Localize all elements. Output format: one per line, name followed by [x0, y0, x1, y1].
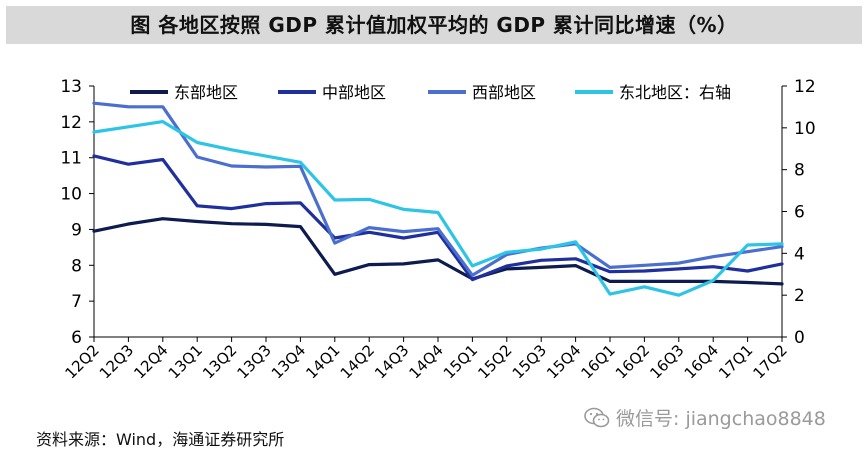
x-tick-label: 16Q3: [646, 341, 687, 382]
x-tick-label: 13Q2: [199, 341, 240, 382]
legend-label-3: 西部地区: [472, 83, 536, 102]
watermark-text: 微信号: jiangchao8848: [616, 408, 826, 430]
x-tick-label: 17Q2: [750, 341, 791, 382]
x-tick-label: 14Q1: [302, 341, 343, 382]
x-tick-label: 14Q4: [406, 341, 447, 382]
y-right-tick-label: 12: [794, 77, 816, 97]
y-right-tick-label: 6: [794, 203, 805, 223]
x-tick-label: 16Q2: [612, 341, 653, 382]
x-tick-label: 13Q1: [165, 341, 206, 382]
y-right-tick-label: 0: [794, 328, 805, 348]
x-tick-label: 12Q3: [96, 341, 137, 382]
y-left-tick-label: 10: [60, 185, 82, 205]
legend-label-2: 中部地区: [322, 83, 386, 102]
x-tick-label: 17Q1: [715, 341, 756, 382]
y-left-tick-label: 8: [71, 256, 82, 276]
x-tick-label: 15Q4: [543, 341, 584, 382]
x-tick-label: 16Q4: [681, 341, 722, 382]
x-tick-label: 15Q2: [474, 341, 515, 382]
x-tick-label: 16Q1: [578, 341, 619, 382]
y-right-tick-label: 8: [794, 161, 805, 181]
x-tick-label: 13Q4: [268, 341, 309, 382]
x-tick-label: 15Q3: [509, 341, 550, 382]
y-left-tick-label: 6: [71, 328, 82, 348]
series-line-2: [92, 154, 784, 282]
legend-label-4: 东北地区：右轴: [619, 83, 731, 102]
wechat-icon: [584, 407, 610, 427]
y-left-tick-label: 13: [60, 77, 82, 97]
y-right-tick-label: 4: [794, 244, 805, 264]
title-bar: 图 各地区按照 GDP 累计值加权平均的 GDP 累计同比增速（%）: [6, 6, 862, 44]
series-lines: [92, 101, 784, 297]
series-line-4: [92, 119, 784, 297]
y-right-tick-label: 2: [794, 286, 805, 306]
legend: 东部地区 中部地区 西部地区 东北地区：右轴: [130, 83, 731, 102]
y-left-tick-label: 9: [71, 220, 82, 240]
series-line-3: [92, 101, 784, 277]
x-tick-label: 14Q3: [371, 341, 412, 382]
x-tick-label: 12Q2: [62, 341, 103, 382]
chart-title: 图 各地区按照 GDP 累计值加权平均的 GDP 累计同比增速（%）: [130, 13, 738, 37]
y-left-tick-label: 11: [60, 149, 82, 169]
series-line-1: [92, 217, 784, 286]
y-right-tick-label: 10: [794, 119, 816, 139]
line-chart: 67891011121302468101212Q212Q312Q413Q113Q…: [60, 77, 816, 382]
source-note: 资料来源：Wind，海通证券研究所: [36, 430, 285, 449]
wechat-watermark: 微信号: jiangchao8848: [584, 404, 826, 431]
y-left-tick-label: 12: [60, 113, 82, 133]
x-tick-label: 14Q2: [337, 341, 378, 382]
legend-label-1: 东部地区: [174, 83, 238, 102]
x-tick-label: 15Q1: [440, 341, 481, 382]
y-left-tick-label: 7: [71, 292, 82, 312]
x-tick-label: 12Q4: [130, 341, 171, 382]
x-tick-label: 13Q3: [234, 341, 275, 382]
